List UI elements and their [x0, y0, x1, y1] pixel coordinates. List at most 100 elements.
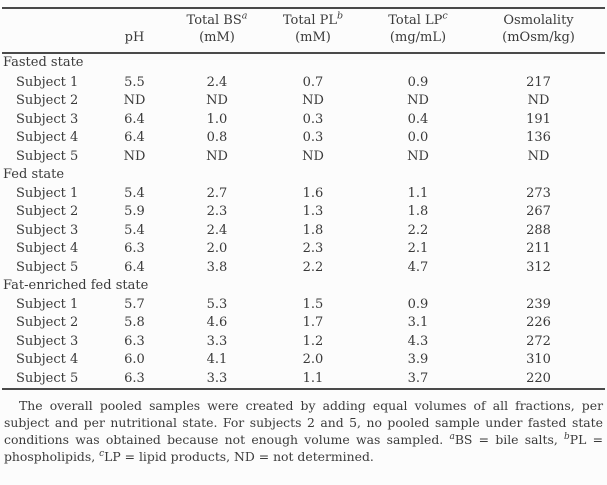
col-sup: c — [442, 10, 448, 22]
col-unit: (mg/mL) — [389, 30, 447, 45]
cell-osmolality: 226 — [526, 315, 551, 330]
table-row: Subject 3 5.4 2.4 1.8 2.2 288 — [2, 222, 605, 241]
section-row-fat-enriched: Fat-enriched fed state — [2, 277, 605, 296]
cell-ph: 5.7 — [124, 296, 145, 312]
footnote-sup-c: c — [99, 448, 105, 459]
section-row-fasted: Fasted state — [2, 53, 605, 73]
header-row: pH Total BSa (mM) Total PLb (mM) Total L… — [2, 9, 605, 54]
cell-ph: 6.4 — [124, 130, 145, 145]
cell-pl: 1.7 — [302, 315, 324, 330]
table-row: Subject 4 6.0 4.1 2.0 3.9 310 — [2, 351, 605, 370]
row-label: Subject 3 — [16, 333, 79, 349]
cell-ph: 6.3 — [124, 370, 145, 386]
section-row-fed: Fed state — [2, 166, 605, 185]
cell-lp: 4.3 — [407, 333, 429, 349]
table-row: Subject 2 5.9 2.3 1.3 1.8 267 — [2, 203, 605, 222]
cell-osmolality: 267 — [526, 204, 551, 219]
cell-bs: 3.3 — [206, 370, 228, 386]
cell-ph: 5.5 — [124, 74, 145, 90]
pooled-samples-table: pH Total BSa (mM) Total PLb (mM) Total L… — [2, 9, 605, 388]
cell-lp: 1.1 — [407, 185, 429, 201]
top-rule — [2, 7, 605, 9]
cell-ph: ND — [123, 148, 146, 164]
footnote-abbr-lp: LP = lipid products, ND = not determined… — [104, 449, 374, 464]
cell-bs: 3.8 — [206, 259, 228, 275]
cell-bs: 2.4 — [206, 74, 228, 90]
row-label: Subject 4 — [16, 241, 79, 256]
col-header-total-pl: Total PLb (mM) — [262, 9, 364, 54]
cell-bs: 5.3 — [206, 296, 228, 312]
row-label: Subject 3 — [16, 222, 79, 238]
table-body: Fasted state Subject 1 5.5 2.4 0.7 0.9 2… — [2, 53, 605, 388]
cell-bs: 4.1 — [206, 352, 228, 367]
cell-ph: 6.3 — [124, 241, 145, 256]
cell-osmolality: 312 — [526, 259, 551, 275]
table-row: Subject 2 5.8 4.6 1.7 3.1 226 — [2, 314, 605, 333]
col-sup: b — [337, 10, 344, 22]
row-label: Subject 2 — [16, 204, 79, 219]
cell-bs: 4.6 — [206, 315, 228, 330]
cell-osmolality: 288 — [526, 222, 551, 238]
row-label: Subject 4 — [16, 352, 79, 367]
col-unit: (mOsm/kg) — [502, 30, 575, 45]
cell-lp: 0.9 — [407, 296, 429, 312]
cell-pl: 1.3 — [302, 204, 324, 219]
col-sup: a — [241, 10, 248, 22]
cell-bs: ND — [206, 148, 228, 164]
table-row: Subject 1 5.7 5.3 1.5 0.9 239 — [2, 296, 605, 315]
col-header-total-lp: Total LPc (mg/mL) — [364, 9, 472, 54]
footnote-sup-a: a — [449, 431, 455, 442]
row-label: Subject 2 — [16, 93, 79, 108]
cell-bs: ND — [206, 93, 228, 108]
section-label: Fat-enriched fed state — [3, 278, 149, 293]
table-row: Subject 5 6.4 3.8 2.2 4.7 312 — [2, 259, 605, 278]
cell-ph: ND — [123, 93, 146, 108]
cell-lp: 3.9 — [407, 352, 429, 367]
cell-pl: 2.0 — [302, 352, 324, 367]
table-row: Subject 4 6.4 0.8 0.3 0.0 136 — [2, 129, 605, 148]
row-label: Subject 5 — [16, 259, 79, 275]
cell-osmolality: 217 — [526, 74, 551, 90]
cell-bs: 0.8 — [206, 130, 228, 145]
row-label: Subject 5 — [16, 370, 79, 386]
cell-ph: 5.4 — [124, 222, 145, 238]
cell-ph: 5.9 — [124, 204, 145, 219]
cell-lp: ND — [407, 148, 429, 164]
table-row: Subject 1 5.4 2.7 1.6 1.1 273 — [2, 185, 605, 204]
footnote-text: The overall pooled samples were created … — [4, 398, 603, 447]
footnote-sup-b: b — [564, 431, 570, 442]
col-unit: pH — [124, 30, 145, 45]
cell-pl: 2.2 — [302, 259, 324, 275]
cell-bs: 2.4 — [206, 222, 228, 238]
row-label: Subject 2 — [16, 315, 79, 330]
cell-osmolality: 273 — [526, 185, 551, 201]
cell-osmolality: 310 — [526, 352, 551, 367]
table-footnote: The overall pooled samples were created … — [4, 397, 603, 465]
cell-osmolality: ND — [527, 93, 550, 108]
cell-bs: 2.3 — [206, 204, 228, 219]
col-unit: (mM) — [295, 30, 331, 45]
cell-ph: 6.4 — [124, 259, 145, 275]
cell-osmolality: ND — [527, 148, 550, 164]
col-unit: (mM) — [199, 30, 235, 45]
cell-ph: 5.8 — [124, 315, 145, 330]
footnote-abbr-pl: PL = phospholipids, — [4, 432, 604, 464]
col-top: Total LP — [388, 13, 443, 28]
col-top: Total BS — [186, 13, 242, 28]
cell-ph: 6.0 — [124, 352, 145, 367]
cell-bs: 2.0 — [206, 241, 228, 256]
cell-lp: 3.1 — [407, 315, 429, 330]
cell-ph: 6.3 — [124, 333, 145, 349]
row-label: Subject 3 — [16, 111, 79, 127]
cell-lp: 0.4 — [407, 111, 429, 127]
cell-pl: 0.7 — [302, 74, 324, 90]
cell-lp: 0.9 — [407, 74, 429, 90]
section-label: Fed state — [3, 167, 65, 182]
row-label: Subject 1 — [16, 74, 79, 90]
cell-pl: 0.3 — [302, 130, 324, 145]
cell-osmolality: 136 — [526, 130, 551, 145]
cell-pl: ND — [302, 93, 324, 108]
col-header-empty — [2, 9, 97, 54]
row-label: Subject 1 — [16, 296, 79, 312]
